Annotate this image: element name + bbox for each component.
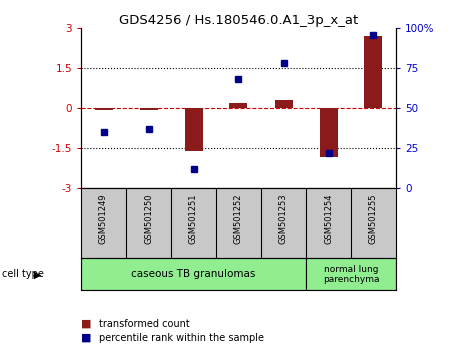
Text: GSM501251: GSM501251 [189,194,198,244]
Bar [184,108,202,151]
Bar [274,100,292,108]
Text: caseous TB granulomas: caseous TB granulomas [131,269,256,279]
Text: GSM501252: GSM501252 [234,194,243,244]
Bar [320,108,338,158]
Text: GSM501250: GSM501250 [144,194,153,244]
Text: normal lung
parenchyma: normal lung parenchyma [323,264,379,284]
Text: GSM501253: GSM501253 [279,194,288,244]
Text: transformed count: transformed count [99,319,190,329]
Text: ▶: ▶ [34,269,41,279]
Bar [364,36,382,108]
Title: GDS4256 / Hs.180546.0.A1_3p_x_at: GDS4256 / Hs.180546.0.A1_3p_x_at [119,14,358,27]
Text: ■: ■ [81,333,91,343]
Bar [306,258,396,290]
Text: cell type: cell type [2,269,44,279]
Bar [94,108,112,109]
Bar [81,258,306,290]
Text: GSM501249: GSM501249 [99,194,108,244]
Text: ■: ■ [81,319,91,329]
Text: percentile rank within the sample: percentile rank within the sample [99,333,264,343]
Bar [230,103,248,108]
Bar [140,108,158,110]
Text: GSM501255: GSM501255 [369,194,378,244]
Text: GSM501254: GSM501254 [324,194,333,244]
